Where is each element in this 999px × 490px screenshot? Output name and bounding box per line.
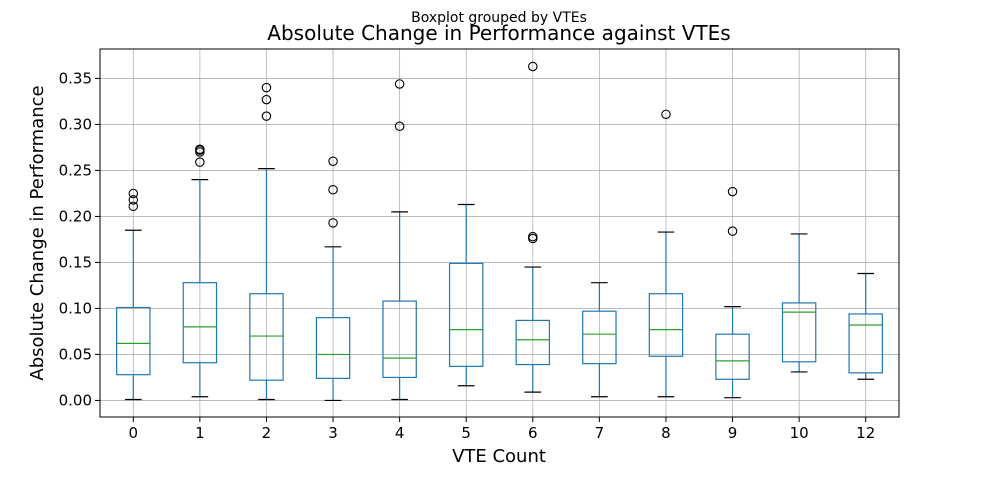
outlier-point	[328, 185, 338, 195]
box-iqr	[249, 293, 284, 381]
x-axis: 0 1 2 3 4 5 6 7 8 9 10 12	[129, 417, 875, 442]
y-tick-label: 0.00	[59, 391, 92, 409]
x-tick-label: 4	[395, 424, 405, 442]
plot-frame	[99, 48, 900, 418]
box-group-9	[715, 186, 750, 399]
x-tick-label: 10	[790, 424, 809, 442]
y-tick-label: 0.10	[59, 299, 92, 317]
outlier-point	[328, 156, 338, 166]
x-tick-label: 0	[129, 424, 139, 442]
x-tick-label: 7	[595, 424, 605, 442]
box-iqr	[715, 333, 750, 380]
box-iqr	[182, 282, 218, 364]
box-iqr	[582, 310, 617, 365]
box-group-0	[116, 188, 151, 401]
y-axis: 0.00 0.05 0.10 0.15 0.20 0.25 0.30 0.35	[59, 69, 100, 409]
box-iqr	[781, 302, 817, 363]
outlier-point	[261, 82, 272, 93]
box-group-4	[382, 79, 417, 401]
x-tick-label: 1	[195, 424, 205, 442]
outlier-point	[328, 218, 338, 228]
x-tick-label: 9	[728, 424, 738, 442]
outlier-point	[195, 144, 205, 155]
outlier-point	[528, 231, 538, 242]
y-tick-label: 0.20	[59, 207, 92, 225]
x-tick-label: 3	[328, 424, 338, 442]
box-iqr	[448, 262, 484, 367]
box-group-8	[648, 109, 684, 398]
chart-suptitle: Boxplot grouped by VTEs	[411, 10, 587, 26]
box-group-2	[249, 82, 284, 401]
box-layer	[116, 61, 883, 402]
y-tick-label: 0.30	[59, 115, 92, 133]
box-iqr	[315, 317, 351, 379]
outlier-point	[394, 121, 405, 132]
box-group-7	[582, 282, 617, 398]
grid-layer	[100, 49, 899, 417]
y-tick-label: 0.15	[59, 253, 92, 271]
box-group-12	[848, 272, 883, 380]
outlier-point	[128, 195, 139, 205]
box-group-3	[315, 156, 351, 402]
x-axis-label: VTE Count	[452, 446, 546, 467]
outlier-point	[727, 226, 738, 236]
box-iqr	[382, 300, 417, 379]
y-tick-label: 0.05	[59, 345, 92, 363]
outlier-point	[727, 186, 738, 197]
box-iqr	[515, 319, 551, 366]
box-iqr	[648, 293, 684, 357]
x-tick-label: 5	[461, 424, 471, 442]
x-tick-label: 8	[661, 424, 671, 442]
box-iqr	[848, 313, 883, 374]
chart-title: Absolute Change in Performance against V…	[267, 21, 730, 45]
outlier-point	[261, 94, 272, 105]
x-tick-label: 12	[856, 424, 875, 442]
y-tick-label: 0.25	[59, 161, 92, 179]
box-group-5	[448, 203, 484, 387]
x-tick-label: 6	[528, 424, 538, 442]
y-axis-label: Absolute Change in Performance	[27, 85, 48, 380]
box-iqr	[116, 306, 151, 376]
outlier-point	[261, 111, 272, 121]
x-tick-label: 2	[262, 424, 272, 442]
box-group-10	[781, 233, 817, 373]
outlier-point	[528, 61, 538, 72]
box-group-6	[515, 61, 551, 393]
outlier-point	[394, 79, 405, 89]
box-group-1	[182, 144, 218, 398]
y-tick-label: 0.35	[59, 69, 92, 87]
outlier-point	[128, 188, 139, 199]
outlier-point	[195, 157, 205, 167]
outlier-point	[128, 201, 139, 212]
outlier-point	[661, 109, 671, 120]
